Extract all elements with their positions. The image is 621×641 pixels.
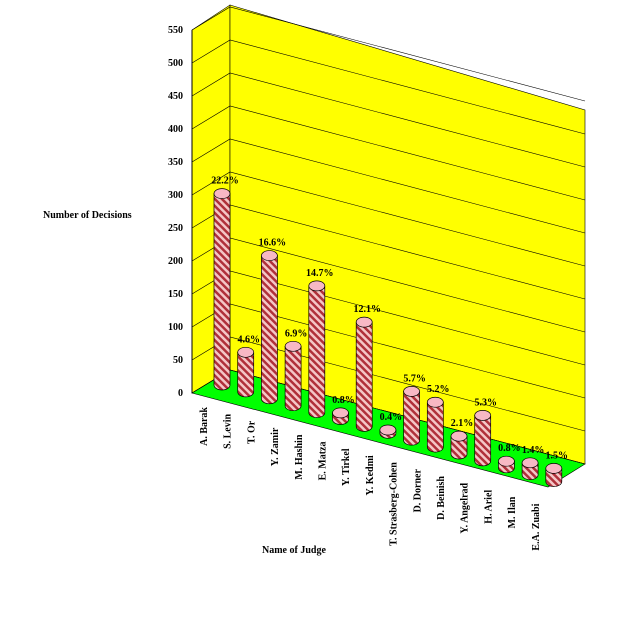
bar-top bbox=[355, 316, 373, 328]
bar-top bbox=[521, 457, 539, 469]
data-label: 0.8% bbox=[498, 443, 521, 454]
y-tick-label: 100 bbox=[168, 322, 183, 333]
bar bbox=[426, 396, 444, 453]
grid-line bbox=[191, 72, 586, 168]
x-tick-label: D. Beinish bbox=[436, 476, 447, 520]
bar bbox=[498, 455, 515, 474]
data-label: 5.3% bbox=[474, 397, 497, 408]
bar-body bbox=[213, 193, 231, 391]
x-tick-label: Y. Tirkel bbox=[341, 448, 352, 486]
bar-body bbox=[355, 321, 373, 432]
data-label: 12.1% bbox=[353, 304, 381, 315]
bar-top bbox=[403, 386, 420, 397]
bar bbox=[261, 250, 278, 405]
y-tick-label: 200 bbox=[168, 256, 183, 267]
data-label: 0.4% bbox=[380, 412, 403, 423]
x-tick-label: Y. Zamir bbox=[270, 427, 281, 466]
bar bbox=[213, 188, 231, 391]
y-tick-label: 0 bbox=[178, 388, 183, 399]
grid-line bbox=[191, 6, 586, 102]
bar bbox=[474, 410, 492, 467]
data-label: 6.9% bbox=[285, 328, 308, 339]
x-tick-label: T. Or bbox=[246, 420, 257, 444]
bar-top bbox=[332, 407, 349, 419]
bar-body bbox=[284, 345, 302, 411]
bar-top bbox=[498, 455, 515, 467]
bar-top bbox=[284, 340, 302, 352]
data-label: 2.1% bbox=[451, 418, 474, 429]
bar-top bbox=[261, 250, 278, 261]
bar-body bbox=[474, 415, 492, 467]
bar-top bbox=[379, 424, 397, 436]
x-tick-label: M. Ilan bbox=[507, 496, 518, 528]
grid-line bbox=[191, 138, 586, 234]
bar bbox=[545, 463, 563, 487]
data-label: 5.2% bbox=[427, 384, 450, 395]
x-tick-label: E.A. Zuabi bbox=[531, 503, 542, 550]
bar bbox=[403, 386, 420, 446]
x-tick-label: A. Barak bbox=[199, 407, 210, 446]
data-label: 0.8% bbox=[332, 395, 355, 406]
x-tick-label: S. Levin bbox=[223, 413, 234, 448]
bar-body bbox=[237, 351, 255, 398]
bar bbox=[332, 407, 349, 425]
bar-body bbox=[403, 391, 420, 446]
data-label: 22.2% bbox=[211, 176, 239, 187]
grid-line bbox=[191, 171, 586, 267]
grid-line bbox=[191, 105, 586, 201]
bar bbox=[521, 457, 539, 480]
y-tick-label: 250 bbox=[168, 223, 183, 234]
x-tick-label: Y. Kedmi bbox=[365, 455, 376, 495]
bar bbox=[355, 316, 373, 432]
bar-top bbox=[308, 280, 326, 292]
data-label: 5.7% bbox=[403, 373, 426, 384]
x-tick-label: Y. Angelrad bbox=[460, 482, 471, 533]
x-tick-label: E. Matza bbox=[318, 442, 329, 481]
y-tick-label: 50 bbox=[173, 355, 183, 366]
data-label: 16.6% bbox=[259, 238, 287, 249]
y-tick-label: 300 bbox=[168, 190, 183, 201]
y-axis-label: Number of Decisions bbox=[43, 210, 132, 221]
y-tick-label: 150 bbox=[168, 289, 183, 300]
y-tick-label: 350 bbox=[168, 157, 183, 168]
bar bbox=[284, 340, 302, 411]
x-tick-label: M. Hashin bbox=[294, 434, 305, 479]
bar-top bbox=[213, 188, 231, 199]
y-tick-label: 450 bbox=[168, 91, 183, 102]
bar bbox=[379, 424, 397, 439]
bar-top bbox=[474, 410, 492, 421]
data-label: 1.4% bbox=[522, 445, 545, 456]
bar-top bbox=[237, 346, 255, 358]
bar-body bbox=[450, 435, 468, 460]
data-label: 1.5% bbox=[546, 450, 569, 461]
data-label: 14.7% bbox=[306, 268, 334, 279]
data-label: 4.6% bbox=[237, 334, 260, 345]
x-axis-label: Name of Judge bbox=[262, 545, 326, 556]
bar-body bbox=[308, 285, 326, 418]
y-tick-label: 400 bbox=[168, 124, 183, 135]
bar-top bbox=[545, 463, 563, 474]
bar-top bbox=[450, 430, 468, 442]
x-tick-label: H. Ariel bbox=[483, 490, 494, 524]
bar bbox=[237, 346, 255, 398]
bar-body bbox=[261, 255, 278, 405]
x-tick-label: T. Strasberg-Cohen bbox=[389, 462, 400, 546]
y-tick-label: 550 bbox=[168, 25, 183, 36]
bar-top bbox=[426, 396, 444, 408]
y-tick-label: 500 bbox=[168, 58, 183, 69]
grid-line bbox=[191, 39, 586, 135]
x-tick-label: D. Dorner bbox=[412, 469, 423, 513]
bar bbox=[308, 280, 326, 418]
bar-body bbox=[426, 401, 444, 453]
bar bbox=[450, 430, 468, 460]
